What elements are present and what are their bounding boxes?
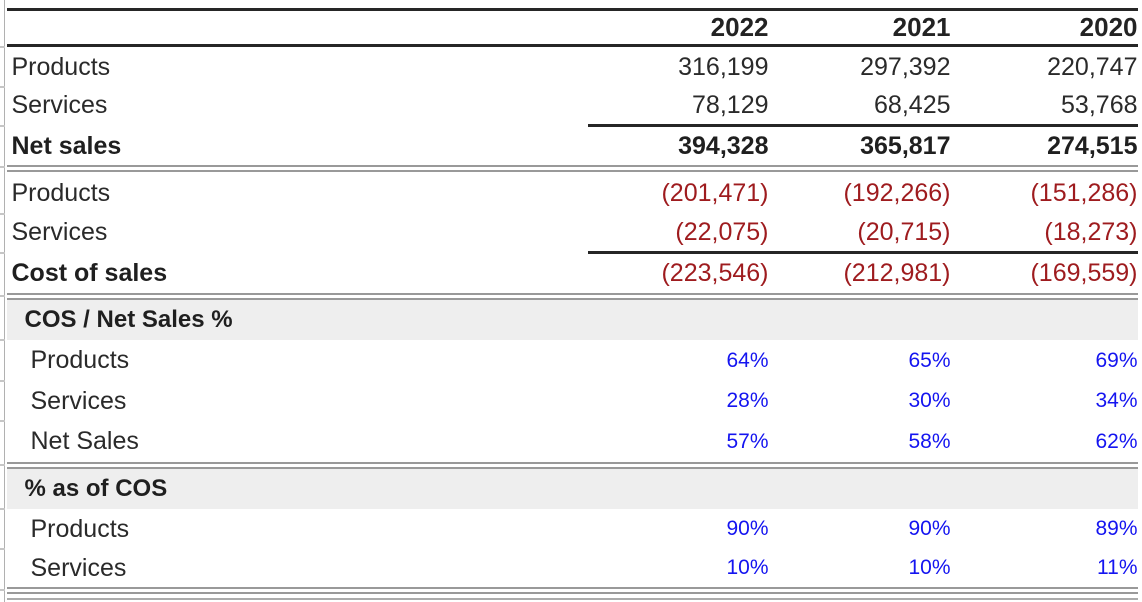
table-row-net-sales-total: Net sales 394,328 365,817 274,515 (7, 127, 1138, 165)
table-row-services-pct-of-cos: Services 10% 10% 11% (7, 549, 1138, 587)
percent-cell[interactable]: 65% (908, 348, 951, 372)
section-divider (6, 462, 1138, 469)
row-label[interactable]: Services (30, 553, 127, 582)
percent-cell[interactable]: 30% (908, 389, 951, 412)
table-row-net-sales-cos-pct: Net Sales 57% 58% 62% (7, 421, 1138, 462)
top-spacer (7, 0, 1138, 8)
year-header-2020[interactable]: 2020 (1079, 12, 1138, 42)
value-cell[interactable]: (169,559) (1030, 259, 1138, 287)
percent-cell[interactable]: 11% (1097, 556, 1138, 579)
value-cell[interactable]: (151,286) (1030, 178, 1138, 207)
table-row-cost-of-sales-total: Cost of sales (223,546) (212,981) (169,5… (7, 254, 1138, 293)
year-header-2021[interactable]: 2021 (892, 12, 951, 42)
gridline-tick (0, 252, 5, 254)
gridline-tick (0, 166, 5, 168)
section-header-cos-net-sales[interactable]: COS / Net Sales % (6, 300, 1138, 340)
value-cell[interactable]: 316,199 (678, 52, 769, 81)
table-row-services-cos: Services (22,075) (20,715) (18,273) (7, 214, 1138, 251)
row-label[interactable]: Net Sales (30, 427, 139, 455)
row-label[interactable]: Services (11, 218, 108, 246)
percent-cell[interactable]: 89% (1095, 517, 1138, 540)
gridline-tick (0, 339, 5, 341)
table-row-services-cos-pct: Services 28% 30% 34% (7, 381, 1138, 421)
spreadsheet-left-margin (0, 0, 5, 602)
value-cell[interactable]: (18,273) (1044, 218, 1138, 246)
subtotal-line (7, 124, 1138, 127)
value-cell[interactable]: 365,817 (860, 131, 951, 160)
percent-cell[interactable]: 90% (908, 517, 951, 540)
value-cell[interactable]: (212,981) (843, 259, 951, 287)
gridline-tick (0, 589, 5, 591)
value-cell[interactable]: 394,328 (678, 131, 769, 160)
section-divider (6, 293, 1138, 300)
percent-cell[interactable]: 10% (908, 556, 951, 579)
row-label[interactable]: Cost of sales (11, 259, 168, 287)
row-label[interactable]: Products (11, 52, 111, 81)
year-header-row: 2022 2021 2020 (7, 11, 1138, 44)
value-cell[interactable]: 220,747 (1047, 52, 1138, 81)
gridline-tick (0, 464, 5, 466)
financial-summary-table: 2022 2021 2020 Products 316,199 297,392 … (6, 0, 1138, 600)
value-cell[interactable]: (201,471) (661, 178, 769, 207)
percent-cell[interactable]: 64% (726, 348, 769, 372)
year-header-2022[interactable]: 2022 (710, 12, 769, 42)
gridline-tick (0, 420, 5, 422)
subtotal-line (7, 251, 1138, 254)
value-cell[interactable]: 274,515 (1047, 131, 1138, 160)
table-row-products-pct-of-cos: Products 90% 90% 89% (7, 509, 1138, 549)
row-label[interactable]: Net sales (11, 131, 122, 160)
row-label[interactable]: Products (30, 346, 130, 374)
row-label[interactable]: Services (11, 91, 108, 119)
gridline-tick (0, 46, 5, 48)
percent-cell[interactable]: 57% (726, 429, 769, 453)
table-row-services-sales: Services 78,129 68,425 53,768 (7, 87, 1138, 124)
value-cell[interactable]: (20,715) (857, 218, 951, 246)
value-cell[interactable]: (223,546) (661, 259, 769, 287)
row-label[interactable]: Products (30, 514, 130, 543)
gridline-tick (0, 380, 5, 382)
header-underline (6, 44, 1138, 47)
percent-cell[interactable]: 34% (1095, 389, 1138, 412)
gridline-tick (0, 125, 5, 127)
percent-cell[interactable]: 10% (726, 556, 769, 579)
value-cell[interactable]: 53,768 (1061, 91, 1138, 119)
gridline-tick (0, 86, 5, 88)
table-row-products-cos: Products (201,471) (192,266) (151,286) (7, 172, 1138, 214)
row-label[interactable]: Services (30, 386, 127, 415)
percent-cell[interactable]: 69% (1095, 348, 1138, 372)
gridline-tick (0, 548, 5, 550)
next-section-border (6, 598, 1138, 600)
table-row-products-cos-pct: Products 64% 65% 69% (7, 340, 1138, 381)
section-divider (6, 165, 1138, 172)
value-cell[interactable]: 68,425 (874, 91, 951, 119)
gridline-tick (0, 295, 5, 297)
value-cell[interactable]: (192,266) (843, 178, 951, 207)
value-cell[interactable]: (22,075) (675, 218, 769, 246)
section-divider (6, 587, 1138, 594)
table-row-products-sales: Products 316,199 297,392 220,747 (7, 47, 1138, 87)
section-header-pct-of-cos[interactable]: % as of COS (6, 469, 1138, 509)
percent-cell[interactable]: 90% (726, 517, 769, 540)
row-label[interactable]: Products (11, 178, 111, 207)
gridline-tick (0, 508, 5, 510)
percent-cell[interactable]: 62% (1095, 429, 1138, 453)
value-cell[interactable]: 78,129 (692, 91, 769, 119)
gridline-tick (0, 213, 5, 215)
value-cell[interactable]: 297,392 (860, 52, 951, 81)
percent-cell[interactable]: 58% (908, 429, 951, 453)
table-top-border (6, 8, 1138, 11)
percent-cell[interactable]: 28% (726, 389, 769, 412)
